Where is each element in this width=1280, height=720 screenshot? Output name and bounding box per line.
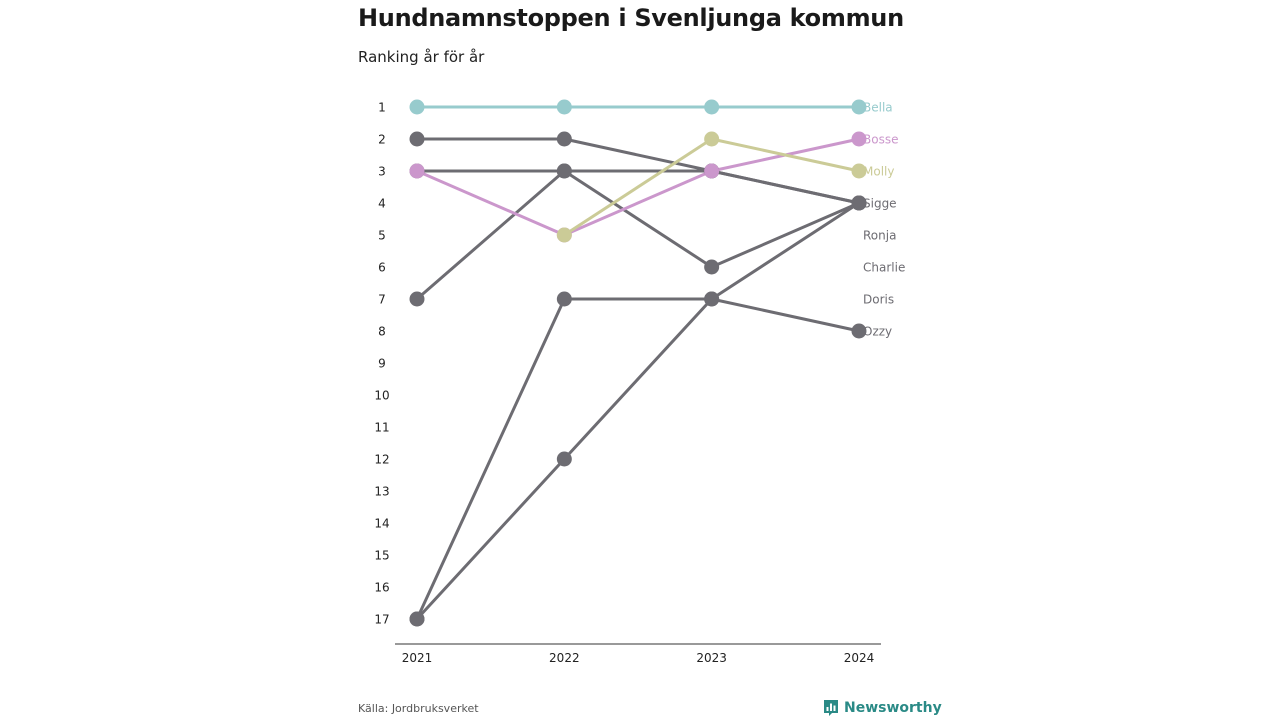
series-label-bosse: Bosse <box>863 133 898 147</box>
x-tick-label: 2021 <box>402 651 433 665</box>
data-point-ozzy[interactable] <box>556 291 572 307</box>
brand-name: Newsworthy <box>844 700 942 716</box>
y-tick-label: 16 <box>374 581 389 595</box>
data-point-ronja[interactable] <box>409 291 425 307</box>
chart-title: Hundnamnstoppen i Svenljunga kommun <box>358 4 904 32</box>
data-point-doris[interactable] <box>556 451 572 467</box>
y-tick-label: 13 <box>374 485 389 499</box>
chart-subtitle: Ranking år för år <box>358 48 485 66</box>
series-points <box>409 99 867 627</box>
data-point-bosse[interactable] <box>409 163 425 179</box>
y-tick-label: 4 <box>378 197 386 211</box>
data-point-ozzy[interactable] <box>409 611 425 627</box>
y-tick-label: 5 <box>378 229 386 243</box>
series-label-bella: Bella <box>863 101 893 115</box>
data-point-molly[interactable] <box>556 227 572 243</box>
series-label-molly: Molly <box>863 165 894 179</box>
series-label-ozzy: Ozzy <box>863 325 892 339</box>
data-point-sigge[interactable] <box>409 131 425 147</box>
y-tick-label: 6 <box>378 261 386 275</box>
series-label-ronja: Ronja <box>863 229 896 243</box>
data-point-bella[interactable] <box>556 99 572 115</box>
y-tick-label: 2 <box>378 133 386 147</box>
y-tick-label: 14 <box>374 517 389 531</box>
series-line-ronja <box>416 169 860 301</box>
data-point-bella[interactable] <box>851 99 867 115</box>
series-lines <box>415 105 860 621</box>
y-tick-label: 17 <box>374 613 389 627</box>
data-point-bosse[interactable] <box>704 163 720 179</box>
x-tick-label: 2023 <box>696 651 727 665</box>
data-point-molly[interactable] <box>851 163 867 179</box>
x-axis: 2021 2022 2023 2024 <box>395 643 881 665</box>
data-point-molly[interactable] <box>704 131 720 147</box>
y-tick-label: 7 <box>378 293 386 307</box>
data-point-sigge[interactable] <box>556 131 572 147</box>
y-tick-label: 11 <box>374 421 389 435</box>
y-tick-label: 1 <box>378 101 386 115</box>
series-line-charlie <box>417 169 860 269</box>
series-line-doris <box>415 201 860 621</box>
y-tick-label: 10 <box>374 389 389 403</box>
brand-logo[interactable]: Newsworthy <box>823 699 942 717</box>
y-tick-label: 9 <box>378 357 386 371</box>
data-point-ozzy[interactable] <box>851 323 867 339</box>
data-point-charlie[interactable] <box>704 259 720 275</box>
y-tick-label: 15 <box>374 549 389 563</box>
series-label-doris: Doris <box>863 293 894 307</box>
source-note: Källa: Jordbruksverket <box>358 702 479 715</box>
data-point-bosse[interactable] <box>851 131 867 147</box>
series-end-labels: Bella Bosse Molly Sigge Ronja Charlie Doris Ozz… <box>863 101 905 339</box>
bar-chart-logo-icon <box>824 700 838 716</box>
data-point-ozzy[interactable] <box>704 291 720 307</box>
y-tick-label: 12 <box>374 453 389 467</box>
series-label-sigge: Sigge <box>863 197 897 211</box>
data-point-bella[interactable] <box>704 99 720 115</box>
series-line-ozzy <box>415 297 860 620</box>
y-tick-label: 3 <box>378 165 386 179</box>
data-point-bella[interactable] <box>409 99 425 115</box>
y-tick-label: 8 <box>378 325 386 339</box>
x-tick-label: 2024 <box>844 651 875 665</box>
series-label-charlie: Charlie <box>863 261 905 275</box>
data-point-doris[interactable] <box>851 195 867 211</box>
x-tick-label: 2022 <box>549 651 580 665</box>
data-point-charlie[interactable] <box>556 163 572 179</box>
